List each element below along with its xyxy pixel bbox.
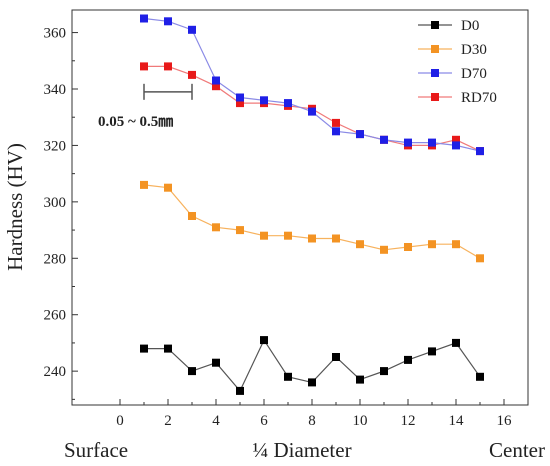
data-point-d0 [380, 367, 388, 376]
data-point-d0 [164, 344, 172, 353]
data-point-d0 [332, 353, 340, 361]
data-point-rd70 [140, 62, 148, 71]
x-tick-label: 16 [497, 413, 513, 429]
data-point-d70 [476, 147, 484, 156]
data-point-d30 [428, 240, 436, 249]
data-point-d0 [356, 375, 364, 384]
y-tick-label: 340 [44, 82, 67, 98]
data-point-d0 [188, 367, 196, 376]
data-point-d30 [308, 234, 316, 243]
data-point-rd70 [164, 62, 172, 71]
data-point-d70 [332, 127, 340, 136]
y-tick-label: 320 [44, 138, 67, 154]
data-point-d30 [188, 212, 196, 220]
y-axis: 240 260 280 300 320 340 360 [44, 26, 78, 400]
data-point-d70 [308, 107, 316, 116]
annotation: 0.05 ~ 0.5㎜ [98, 83, 193, 130]
y-tick-label: 260 [44, 308, 67, 324]
legend-marker-d30 [431, 45, 439, 53]
y-axis-label: Hardness (HV) [3, 143, 27, 271]
x-category-quarter-diameter: ¼ Diameter [252, 438, 351, 462]
series-line-d70 [143, 17, 481, 152]
legend-label-d0: D0 [461, 18, 479, 34]
x-tick-label: 12 [401, 413, 416, 429]
legend-label-d70: D70 [461, 66, 487, 82]
data-point-d0 [260, 336, 268, 345]
data-point-rd70 [452, 135, 460, 144]
data-point-d0 [140, 344, 148, 353]
data-point-d30 [452, 240, 460, 249]
annotation-label: 0.05 ~ 0.5㎜ [98, 114, 173, 130]
legend: D0 D30 D70 RD70 [418, 18, 497, 106]
data-point-d0 [212, 358, 220, 367]
series-layer [140, 14, 484, 395]
data-point-d70 [356, 130, 364, 139]
data-point-d70 [284, 99, 292, 108]
data-point-d30 [164, 183, 172, 192]
y-tick-label: 280 [44, 251, 67, 267]
data-point-d30 [380, 245, 388, 254]
x-tick-label: 10 [353, 413, 368, 429]
data-point-rd70 [332, 118, 340, 127]
data-point-d70 [140, 14, 148, 23]
data-point-d30 [476, 254, 484, 263]
data-point-d30 [236, 226, 244, 235]
plot-frame [71, 9, 529, 406]
data-point-rd70 [236, 99, 244, 108]
data-point-d70 [236, 93, 244, 102]
data-point-d30 [284, 231, 292, 240]
legend-marker-d70 [431, 69, 439, 77]
x-tick-label: 8 [308, 413, 316, 429]
x-tick-label: 4 [212, 413, 220, 429]
data-point-d70 [164, 17, 172, 26]
legend-label-rd70: RD70 [461, 90, 497, 106]
data-point-d70 [380, 135, 388, 144]
x-category-surface: Surface [64, 438, 128, 462]
x-tick-label: 2 [164, 413, 172, 429]
data-point-rd70 [188, 70, 196, 79]
data-point-d30 [212, 223, 220, 232]
data-point-d70 [452, 141, 460, 150]
data-point-d0 [284, 372, 292, 381]
data-point-d30 [356, 240, 364, 249]
data-point-d30 [404, 243, 412, 251]
data-point-d30 [140, 180, 148, 189]
y-tick-label: 360 [44, 26, 67, 42]
legend-marker-d0 [431, 21, 439, 29]
x-tick-label: 6 [260, 413, 268, 429]
data-point-d30 [260, 231, 268, 240]
data-point-d30 [332, 234, 340, 243]
data-point-d70 [212, 76, 220, 85]
data-point-d70 [260, 96, 268, 105]
data-point-d0 [452, 338, 460, 347]
x-tick-label: 14 [449, 413, 465, 429]
data-point-d70 [428, 138, 436, 147]
data-point-d70 [188, 25, 196, 34]
data-point-d0 [404, 355, 412, 364]
data-point-d0 [236, 386, 244, 395]
legend-label-d30: D30 [461, 42, 487, 58]
y-tick-label: 300 [44, 195, 67, 211]
legend-marker-rd70 [431, 93, 439, 101]
data-point-d0 [476, 372, 484, 381]
data-point-rd70 [212, 82, 220, 91]
data-point-d70 [404, 138, 412, 147]
data-point-d0 [428, 347, 436, 356]
data-point-d0 [308, 378, 316, 387]
y-tick-label: 240 [44, 364, 67, 380]
x-axis: 0 2 4 6 8 10 12 14 16 [116, 399, 512, 429]
x-tick-label: 0 [116, 413, 124, 429]
x-category-center: Center [489, 438, 545, 462]
